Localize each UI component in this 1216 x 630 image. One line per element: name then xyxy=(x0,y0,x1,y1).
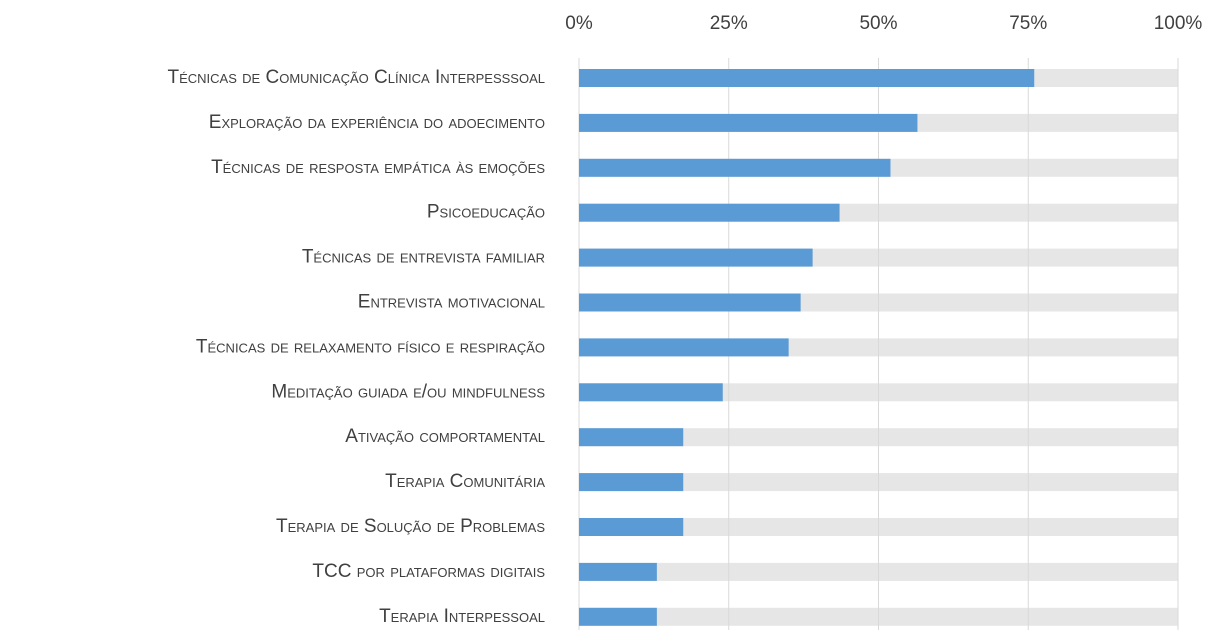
bar xyxy=(579,383,723,402)
y-tick-label: Técnicas de relaxamento físico e respira… xyxy=(196,336,545,357)
bar xyxy=(579,473,684,492)
bar xyxy=(579,607,657,626)
x-tick-label: 50% xyxy=(859,13,897,34)
bar xyxy=(579,338,789,357)
y-tick-label: Entrevista motivacional xyxy=(358,292,545,313)
bar xyxy=(579,113,918,132)
x-tick-label: 25% xyxy=(710,13,748,34)
y-tick-label: Meditação guiada e/ou mindfulness xyxy=(271,381,545,402)
bar xyxy=(579,428,684,447)
bar xyxy=(579,248,813,267)
y-tick-label: Exploração da experiência do adoecimento xyxy=(209,112,545,133)
bar xyxy=(579,518,684,536)
y-tick-label: Terapia Interpessoal xyxy=(379,606,545,627)
bar xyxy=(579,562,657,581)
y-tick-label: Técnicas de resposta empática às emoções xyxy=(211,157,545,178)
bar xyxy=(579,158,891,177)
y-tick-label: TCC por plataformas digitais xyxy=(312,561,545,582)
y-tick-label: Psicoeducação xyxy=(427,202,545,223)
x-tick-label: 0% xyxy=(565,13,593,34)
y-tick-label: Técnicas de entrevista familiar xyxy=(302,247,545,268)
x-tick-label: 75% xyxy=(1009,13,1047,34)
y-tick-label: Ativação comportamental xyxy=(345,426,545,447)
x-tick-label: 100% xyxy=(1154,13,1203,34)
bar xyxy=(579,69,1035,87)
y-tick-label: Terapia de Solução de Problemas xyxy=(276,516,545,537)
bar xyxy=(579,293,801,312)
bar xyxy=(579,203,840,222)
y-tick-label: Terapia Comunitária xyxy=(385,471,545,492)
y-tick-label: Técnicas de Comunicação Clínica Interpes… xyxy=(167,67,545,88)
